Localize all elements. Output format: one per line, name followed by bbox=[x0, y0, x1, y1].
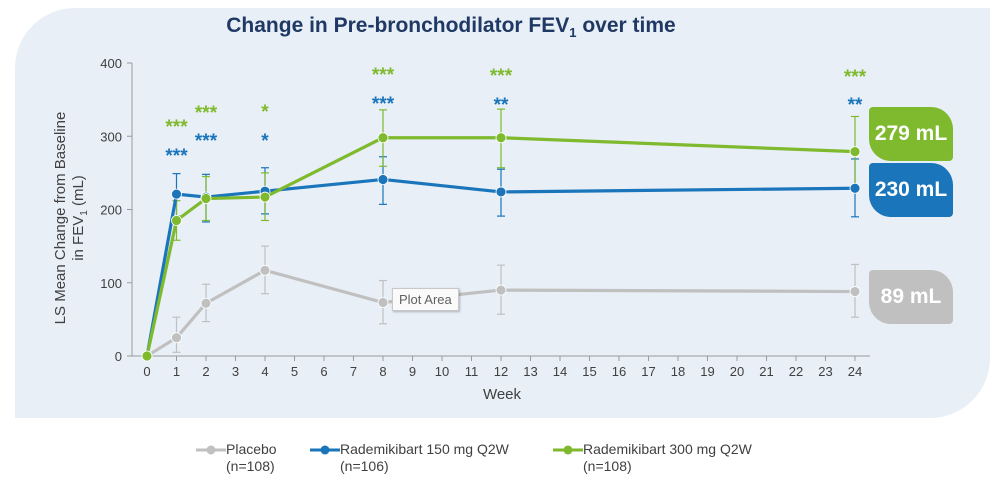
x-tick-label: 0 bbox=[143, 364, 150, 379]
dose150-data-point bbox=[171, 188, 182, 200]
dose150-significance-stars: *** bbox=[165, 146, 188, 167]
dose150-significance-stars: ** bbox=[494, 95, 509, 116]
dose300-data-point bbox=[849, 146, 861, 158]
y-tick-label: 300 bbox=[100, 129, 122, 144]
x-tick-label: 16 bbox=[612, 364, 626, 379]
placebo-data-point bbox=[171, 332, 182, 344]
dose150-significance-stars: * bbox=[261, 131, 269, 152]
dose150-significance-stars: ** bbox=[848, 95, 863, 116]
x-tick-label: 7 bbox=[350, 364, 357, 379]
legend-label: Placebo bbox=[226, 441, 277, 457]
legend-swatch-dose150 bbox=[310, 445, 340, 455]
x-tick-label: 10 bbox=[435, 364, 449, 379]
x-tick-label: 15 bbox=[582, 364, 596, 379]
dose300-significance-stars: *** bbox=[195, 103, 218, 124]
x-tick-label: 24 bbox=[848, 364, 862, 379]
dose300-significance-stars: *** bbox=[372, 65, 395, 86]
y-tick-label: 100 bbox=[100, 276, 122, 291]
placebo-data-point bbox=[377, 297, 389, 308]
dose300-data-point bbox=[495, 132, 507, 144]
x-tick-label: 5 bbox=[291, 364, 298, 379]
legend-n: (n=108) bbox=[226, 458, 275, 474]
dose300-significance-stars: *** bbox=[490, 66, 513, 87]
dose300-significance-stars: *** bbox=[165, 117, 188, 138]
x-tick-label: 19 bbox=[700, 364, 714, 379]
x-tick-label: 23 bbox=[818, 364, 832, 379]
dose150-data-point bbox=[849, 182, 861, 194]
dose300-data-point bbox=[141, 350, 153, 362]
dose150-significance-stars: *** bbox=[195, 131, 218, 152]
callout-placebo: 89 mL bbox=[869, 270, 953, 324]
chart-panel bbox=[15, 8, 990, 418]
callout-dose300: 279 mL bbox=[869, 107, 953, 161]
x-tick-label: 13 bbox=[523, 364, 537, 379]
dose300-data-point bbox=[377, 132, 389, 144]
x-tick-label: 14 bbox=[553, 364, 567, 379]
x-tick-label: 12 bbox=[494, 364, 508, 379]
dose150-data-point bbox=[495, 186, 507, 198]
x-tick-label: 11 bbox=[465, 364, 479, 379]
x-axis-label: Week bbox=[483, 386, 522, 403]
dose150-significance-stars: *** bbox=[372, 94, 395, 115]
dose300-data-point bbox=[171, 215, 182, 226]
legend-n: (n=106) bbox=[340, 458, 389, 474]
placebo-data-point bbox=[849, 286, 861, 297]
y-tick-label: 200 bbox=[100, 203, 122, 218]
x-tick-label: 22 bbox=[789, 364, 803, 379]
y-axis-label-line1: LS Mean Change from Baseline bbox=[52, 112, 69, 325]
x-tick-label: 21 bbox=[759, 364, 773, 379]
y-tick-label: 0 bbox=[115, 349, 122, 364]
dose300-significance-stars: *** bbox=[844, 67, 867, 88]
placebo-data-point bbox=[200, 297, 212, 309]
dose300-significance-stars: * bbox=[261, 102, 269, 123]
x-tick-label: 18 bbox=[671, 364, 685, 379]
y-axis-label-line2: in FEV1 (mL) bbox=[70, 175, 90, 261]
legend-swatch-placebo bbox=[196, 445, 226, 455]
legend-label: Rademikibart 150 mg Q2W bbox=[340, 441, 509, 457]
dose300-data-point bbox=[200, 193, 212, 204]
x-tick-label: 20 bbox=[730, 364, 744, 379]
x-tick-label: 6 bbox=[320, 364, 327, 379]
x-tick-label: 9 bbox=[409, 364, 416, 379]
x-tick-label: 8 bbox=[379, 364, 386, 379]
placebo-data-point bbox=[495, 284, 507, 296]
chart-title: Change in Pre-bronchodilator FEV1 over t… bbox=[226, 14, 676, 41]
legend-n: (n=108) bbox=[583, 458, 632, 474]
legend-label: Rademikibart 300 mg Q2W bbox=[583, 441, 752, 457]
callout-dose150: 230 mL bbox=[869, 163, 953, 217]
dose150-data-point bbox=[377, 174, 389, 185]
placebo-data-point bbox=[259, 264, 271, 276]
legend-swatch-dose300 bbox=[553, 445, 583, 455]
x-tick-label: 17 bbox=[641, 364, 655, 379]
x-tick-label: 4 bbox=[261, 364, 268, 379]
plot-area-tooltip: Plot Area bbox=[392, 288, 459, 311]
dose300-data-point bbox=[259, 191, 271, 203]
x-tick-label: 3 bbox=[232, 364, 239, 379]
x-tick-label: 1 bbox=[173, 364, 180, 379]
y-tick-label: 400 bbox=[100, 56, 122, 71]
x-tick-label: 2 bbox=[202, 364, 209, 379]
